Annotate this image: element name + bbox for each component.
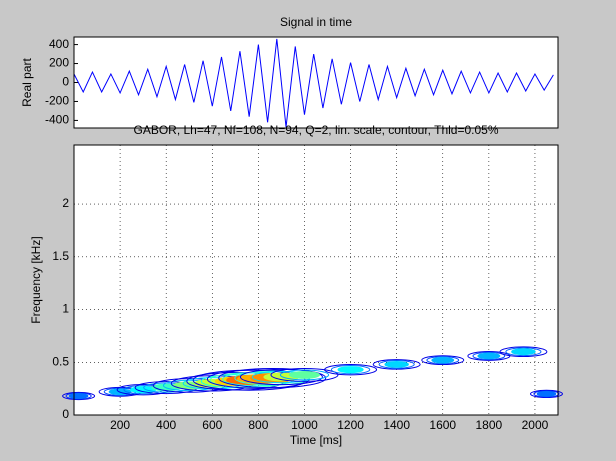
- contour-ring: [239, 368, 323, 386]
- x-tick-label: 2000: [522, 418, 549, 432]
- y-tick-label: 200: [49, 56, 69, 70]
- y-tick-label: 1: [62, 302, 69, 316]
- contour-ring: [529, 389, 563, 399]
- y-tick-label: 0.5: [52, 354, 69, 368]
- contour-ring: [511, 348, 536, 356]
- y-tick-label: 0: [62, 407, 69, 421]
- x-tick-label: 1800: [476, 418, 503, 432]
- x-tick-label: 1200: [337, 418, 364, 432]
- axes-background: [74, 37, 558, 128]
- y-tick-label: 1.5: [52, 249, 69, 263]
- signal-line: [73, 38, 554, 128]
- contour-ring: [431, 356, 455, 364]
- contour-ring: [270, 368, 339, 382]
- x-tick-label: 600: [202, 418, 222, 432]
- contour-ring: [505, 347, 542, 357]
- contour-ring: [372, 359, 421, 370]
- y-tick-label: 2: [62, 196, 69, 210]
- contour-ring: [378, 360, 415, 369]
- axes-title: GABOR, Lh=47, Nf=108, N=94, Q=2, lin. sc…: [134, 123, 499, 137]
- y-axis-label: Frequency [kHz]: [29, 236, 43, 323]
- contour-ring: [477, 352, 501, 360]
- contour-ring: [472, 351, 506, 361]
- y-tick-label: -400: [45, 113, 69, 127]
- y-axis-label: Real part: [20, 57, 34, 106]
- y-tick-label: -200: [45, 94, 69, 108]
- contour-ring: [324, 363, 378, 376]
- contour-ring: [62, 391, 96, 401]
- contour-ring: [279, 369, 330, 381]
- contour-ring: [499, 346, 548, 358]
- contour-ring: [384, 360, 409, 368]
- contour-ring: [288, 370, 321, 379]
- contour-ring: [337, 366, 364, 374]
- contour-ring: [536, 390, 557, 397]
- axes-title: Signal in time: [280, 15, 352, 29]
- axes-background: [74, 145, 558, 415]
- contour-ring: [330, 365, 371, 375]
- x-tick-label: 400: [156, 418, 176, 432]
- contour-ring: [421, 355, 465, 366]
- contour-ring: [65, 392, 92, 400]
- x-tick-label: 1000: [291, 418, 318, 432]
- x-axis-label: Time [ms]: [290, 433, 342, 447]
- contour-ring: [218, 367, 327, 389]
- x-tick-label: 1400: [383, 418, 410, 432]
- axes-frame: [73, 36, 559, 129]
- contour-ring: [68, 392, 89, 400]
- contour-ring: [533, 390, 560, 398]
- axes-frame: [73, 144, 559, 416]
- x-tick-label: 200: [110, 418, 130, 432]
- x-tick-label: 800: [248, 418, 268, 432]
- y-tick-label: 0: [62, 75, 69, 89]
- x-tick-label: 1600: [429, 418, 456, 432]
- y-tick-label: 400: [49, 37, 69, 51]
- contour-ring: [426, 356, 460, 365]
